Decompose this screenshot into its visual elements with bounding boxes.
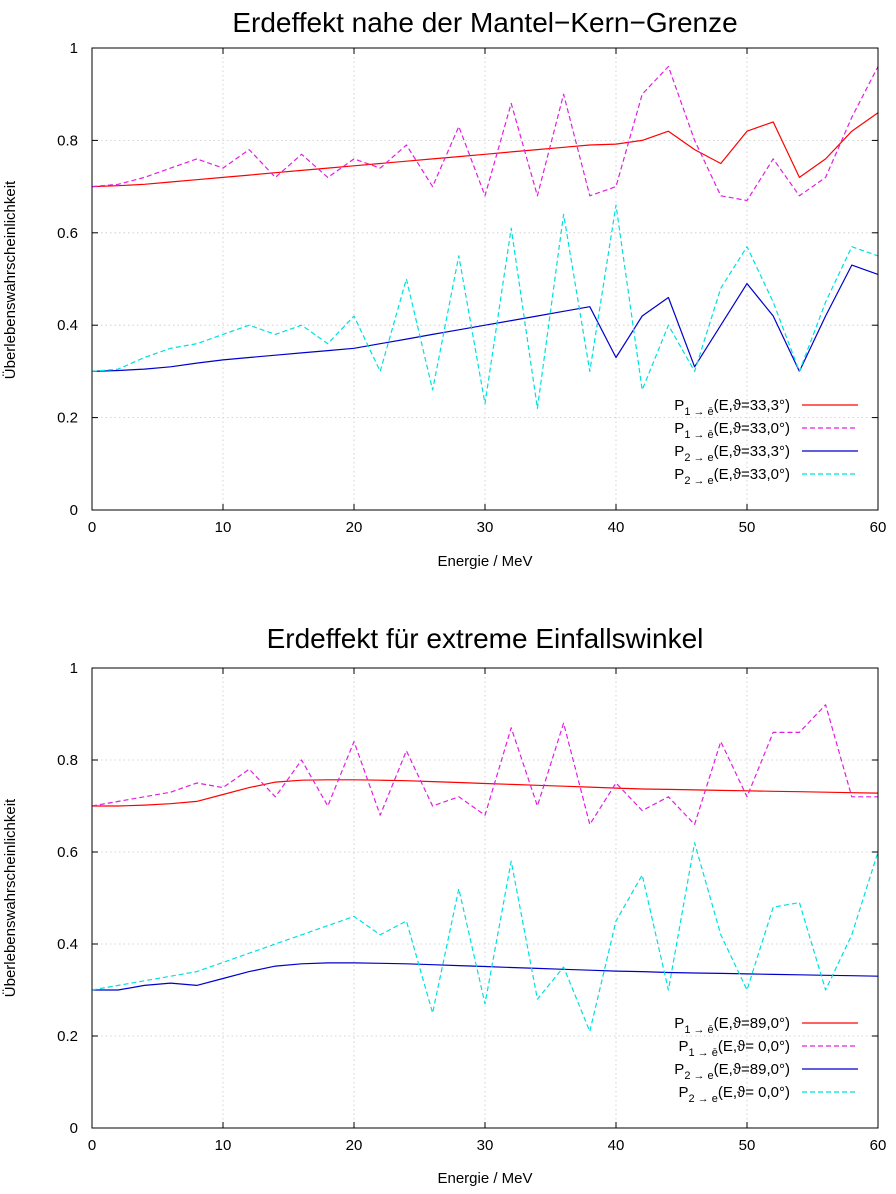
chart-1-series (91, 65, 879, 409)
chart-1-y-tick-label: 0.4 (57, 317, 78, 334)
chart-1-x-tick-label: 60 (870, 519, 887, 536)
chart-1-x-tick-label: 20 (346, 519, 363, 536)
chart-1-legend-entry-1: P1 → ē(E,ϑ=33,3°) (674, 397, 790, 418)
chart-2-y-tick-label: 0.2 (57, 1028, 78, 1045)
chart-1-y-tick-label: 1 (70, 40, 78, 57)
chart-2-y-tick-label: 0.6 (57, 844, 78, 861)
chart-2-x-tick-label: 0 (88, 1137, 96, 1154)
chart-1-y-axis-label: Überlebenswahrscheinlichkeit (1, 180, 19, 379)
chart-2-y-tick-label: 0 (70, 1120, 78, 1137)
chart-1-x-tick-label: 0 (88, 519, 96, 536)
chart-1-series-1-line (91, 112, 879, 188)
chart-2: Erdeffekt für extreme Einfallswinkel Übe… (1, 623, 886, 1187)
chart-2-y-tick-label: 0.8 (57, 752, 78, 769)
chart-1-grid (92, 48, 878, 510)
chart-2-x-tick-label: 10 (215, 1137, 232, 1154)
chart-2-legend: P1 → ē(E,ϑ=89,0°)P1 → ē(E,ϑ= 0,0°)P2 →… (674, 1015, 858, 1105)
chart-2-ticks: 0 10 20 30 40 50 60 0 0.2 0.4 0.6 0.8 1 (57, 660, 886, 1154)
chart-2-legend-entry-3: P2 → e(E,ϑ=89,0°) (674, 1061, 790, 1082)
chart-1-x-tick-label: 40 (608, 519, 625, 536)
chart-1-legend-entry-4: P2 → e(E,ϑ=33,0°) (674, 466, 790, 487)
chart-1-title: Erdeffekt nahe der Mantel−Kern−Grenze (232, 7, 737, 38)
chart-2-grid (92, 668, 878, 1128)
chart-2-series-3-line (92, 962, 879, 991)
chart-2-frame (91, 667, 879, 1129)
chart-1-legend-entry-2: P1 → ē(E,ϑ=33,0°) (674, 420, 790, 441)
chart-2-x-tick-label: 40 (608, 1137, 625, 1154)
chart-2-x-axis-label: Energie / MeV (437, 1170, 532, 1187)
chart-2-x-tick-label: 20 (346, 1137, 363, 1154)
chart-2-series-1-line (92, 779, 879, 807)
chart-1-y-tick-label: 0.6 (57, 225, 78, 242)
chart-2-y-tick-label: 0.4 (57, 936, 78, 953)
chart-1-x-tick-label: 10 (215, 519, 232, 536)
chart-1-y-tick-label: 0.2 (57, 410, 78, 427)
chart-1-y-tick-label: 0.8 (57, 132, 78, 149)
chart-1-x-tick-label: 30 (477, 519, 494, 536)
chart-2-title: Erdeffekt für extreme Einfallswinkel (267, 623, 704, 654)
chart-1-legend: P1 → ē(E,ϑ=33,3°)P1 → ē(E,ϑ=33,0°)P2 →… (674, 397, 858, 487)
chart-2-y-tick-label: 1 (70, 660, 78, 677)
chart-1-ticks: 0 10 20 30 40 50 60 0 0.2 0.4 0.6 0.8 1 (57, 40, 886, 536)
chart-1: Erdeffekt nahe der Mantel−Kern−Grenze Üb… (1, 7, 886, 570)
chart-1-x-tick-label: 50 (739, 519, 756, 536)
chart-2-series-4-line (91, 842, 879, 1033)
chart-1-series-3-line (91, 264, 879, 372)
chart-2-series-2-line (91, 704, 878, 826)
chart-2-legend-entry-2: P1 → ē(E,ϑ= 0,0°) (678, 1038, 790, 1059)
chart-2-x-tick-label: 60 (870, 1137, 887, 1154)
chart-2-y-axis-label: Überlebenswahrscheinlichkeit (1, 798, 19, 997)
chart-2-legend-entry-4: P2 → e(E,ϑ= 0,0°) (678, 1084, 790, 1105)
chart-2-series (91, 704, 879, 1033)
chart-2-legend-entry-1: P1 → ē(E,ϑ=89,0°) (674, 1015, 790, 1036)
chart-1-series-2-line (91, 65, 879, 202)
chart-1-x-axis-label: Energie / MeV (437, 553, 532, 570)
chart-2-x-tick-label: 50 (739, 1137, 756, 1154)
chart-1-legend-entry-3: P2 → e(E,ϑ=33,3°) (674, 443, 790, 464)
chart-1-y-tick-label: 0 (70, 502, 78, 519)
chart-1-frame (91, 47, 879, 511)
chart-1-series-4-line (91, 204, 879, 409)
chart-2-x-tick-label: 30 (477, 1137, 494, 1154)
